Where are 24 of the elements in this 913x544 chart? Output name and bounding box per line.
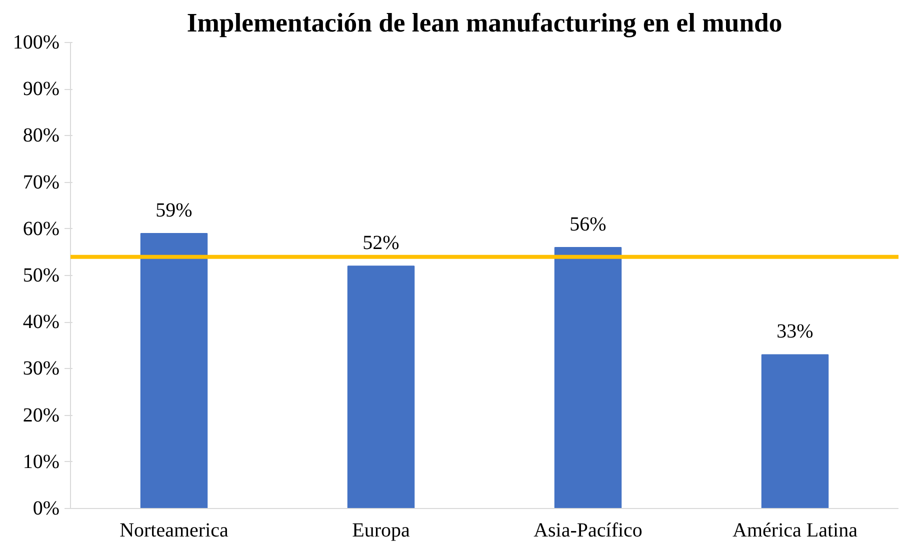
y-tick-label: 50%: [22, 264, 60, 286]
y-tick-label: 100%: [12, 32, 60, 54]
bar: [554, 247, 622, 508]
y-tick-label: 0%: [32, 498, 60, 520]
data-label: 56%: [570, 214, 606, 236]
y-tick-label: 40%: [22, 311, 60, 334]
y-tick-label: 20%: [22, 404, 60, 426]
y-tick-label: 80%: [22, 124, 60, 147]
data-label: 33%: [776, 320, 814, 343]
bar: [140, 233, 208, 508]
x-tick-label: América Latina: [732, 520, 858, 542]
x-tick-label: Asia-Pacífico: [534, 520, 642, 542]
x-tick-label: Europa: [352, 520, 410, 542]
data-label: 59%: [156, 200, 192, 222]
y-tick-label: 30%: [22, 358, 60, 380]
bar: [761, 354, 829, 508]
y-tick-label: 90%: [22, 78, 60, 100]
y-tick-label: 10%: [22, 450, 60, 473]
data-label: 52%: [362, 232, 400, 254]
y-tick-label: 60%: [22, 218, 60, 240]
bar: [347, 266, 415, 508]
chart-title: Implementación de lean manufacturing en el mundo: [186, 8, 782, 38]
y-tick-label: 70%: [22, 171, 60, 194]
x-tick-label: Norteamerica: [120, 520, 229, 542]
